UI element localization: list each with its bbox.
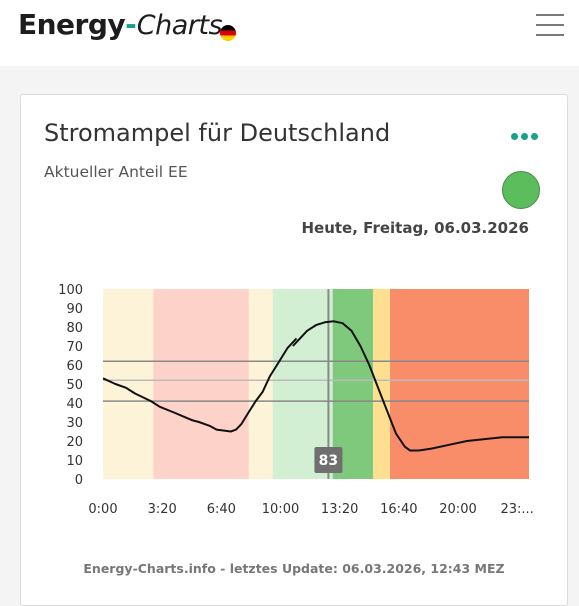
chart-y-tick-label: 80: [66, 321, 83, 336]
chart-y-tick-label: 20: [66, 435, 83, 450]
chart-y-tick-label: 0: [75, 473, 83, 488]
chart-current-value-label: 83: [319, 453, 338, 469]
date-label: Heute, Freitag, 06.03.2026: [301, 219, 529, 237]
status-light-indicator: [502, 171, 540, 209]
chart-band-1: [153, 289, 249, 479]
chart-band-2: [248, 289, 273, 479]
more-dots-icon[interactable]: [511, 133, 538, 140]
chart-band-0: [103, 289, 154, 479]
chart-x-tick-label: 23:...: [501, 502, 534, 517]
germany-flag-icon: [220, 25, 236, 41]
chart-y-tick-label: 70: [66, 340, 83, 355]
chart-y-tick-label: 10: [66, 454, 83, 469]
chart-x-tick-label: 0:00: [88, 502, 117, 517]
chart-x-tick-label: 3:20: [148, 502, 177, 517]
chart-y-tick-label: 30: [66, 416, 83, 431]
chart-x-tick-label: 20:00: [439, 502, 476, 517]
update-footer: Energy-Charts.info - letztes Update: 06.…: [83, 561, 505, 576]
chart-y-tick-label: 50: [66, 378, 83, 393]
chart-x-tick-label: 16:40: [380, 502, 417, 517]
chart-band-5: [373, 289, 391, 479]
chart-y-tick-label: 90: [66, 302, 83, 317]
chart-series-line-0-0: [102, 337, 298, 433]
card-subtitle: Aktueller Anteil EE: [44, 163, 188, 181]
traffic-light-card: Stromampel für Deutschland Aktueller Ant…: [20, 94, 568, 606]
chart-series-line-0-1: [292, 320, 529, 452]
chart-x-tick-label: 13:20: [321, 502, 358, 517]
chart-x-tick-label: 10:00: [262, 502, 299, 517]
logo-text-energy: Energy: [18, 8, 126, 41]
logo-text-charts: Charts: [136, 10, 223, 41]
renewables-share-chart: 83 0 10 20 30 40 50 60 70 80 90 100 0:00 3:20 6:40 10:0…: [58, 283, 534, 517]
chart-band-6: [390, 289, 529, 479]
chart-current-value-box: [314, 447, 343, 473]
hamburger-menu-icon[interactable]: [536, 12, 564, 38]
chart-y-tick-label: 40: [66, 397, 83, 412]
chart-y-tick-label: 60: [66, 359, 83, 374]
logo-dash: -: [125, 8, 137, 41]
energy-charts-logo[interactable]: Energy - Charts: [18, 8, 223, 48]
card-title: Stromampel für Deutschland: [44, 119, 391, 147]
chart-y-tick-label: 100: [58, 283, 83, 298]
chart-x-tick-label: 6:40: [207, 502, 236, 517]
top-navigation-bar: Energy - Charts: [0, 0, 579, 66]
